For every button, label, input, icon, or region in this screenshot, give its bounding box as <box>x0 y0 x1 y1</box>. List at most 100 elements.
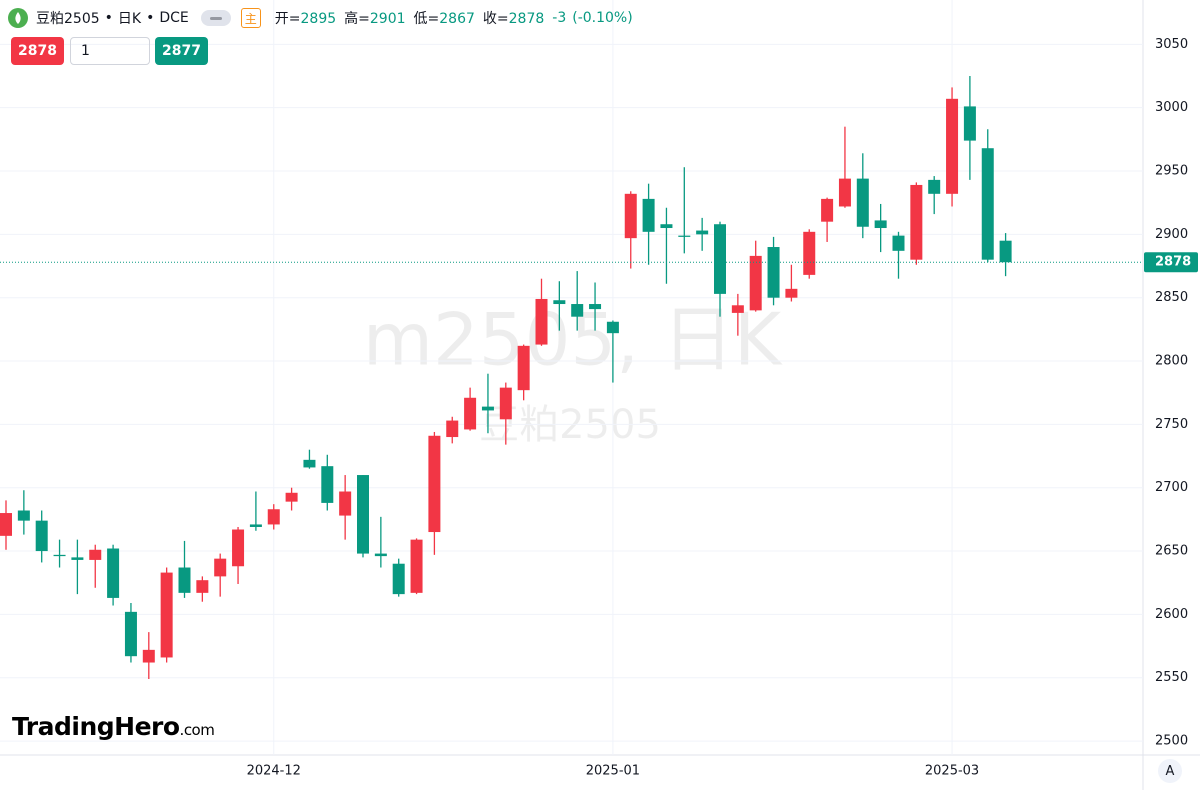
candle-body <box>35 520 48 552</box>
candle-body <box>589 304 602 310</box>
x-tick-label: 2024-12 <box>247 764 301 779</box>
ohlc-label: 收= <box>482 11 509 27</box>
candle-body <box>464 397 477 430</box>
symbol-icon <box>8 8 28 28</box>
candle-body <box>963 106 976 141</box>
candle-body <box>374 553 387 557</box>
candle-body <box>321 466 334 503</box>
ohlc-item: 开=2895 <box>275 8 336 28</box>
y-tick-label: 2550 <box>1155 670 1188 685</box>
candle-body <box>892 235 905 251</box>
candle-body <box>0 513 12 536</box>
candle-body <box>999 240 1012 263</box>
y-tick-label: 2850 <box>1155 290 1188 305</box>
x-tick-label: 2025-03 <box>925 764 979 779</box>
logo-suffix: .com <box>179 721 215 739</box>
legend-header: 豆粕2505 • 日K • DCE 主 开=2895 高=2901 低=2867 收=… <box>8 7 633 29</box>
change: -3 <box>552 10 567 26</box>
candle-body <box>392 563 405 595</box>
auto-scale-button[interactable]: A <box>1158 759 1182 783</box>
candle-body <box>624 193 637 239</box>
ohlc-item: 低=2867 <box>414 8 475 28</box>
last-price-label: 2878 <box>1155 255 1191 270</box>
quantity-input[interactable]: 1 <box>70 37 150 65</box>
toggle-button[interactable] <box>200 10 231 26</box>
candle-body <box>481 406 494 411</box>
y-tick-label: 3000 <box>1155 100 1188 115</box>
y-tick-label: 2650 <box>1155 544 1188 559</box>
candle-body <box>874 220 887 229</box>
candle-body <box>696 230 709 235</box>
ohlc-item: 高=2901 <box>344 8 405 28</box>
y-tick-label: 3050 <box>1155 37 1188 52</box>
x-tick-label: 2025-01 <box>586 764 640 779</box>
ohlc-label: 低= <box>413 11 440 27</box>
candle-body <box>53 554 66 557</box>
candle-body <box>910 184 923 260</box>
ohlc-label: 高= <box>344 11 370 27</box>
ohlc-label: 开= <box>274 11 301 27</box>
sell-button[interactable]: 2878 <box>11 37 64 65</box>
separator: • <box>104 10 113 26</box>
candle-body <box>642 198 655 232</box>
candle-body <box>357 475 369 554</box>
candle-body <box>517 345 530 391</box>
ohlc-value: 2895 <box>300 11 337 27</box>
y-tick-label: 2750 <box>1155 417 1188 432</box>
separator: • <box>146 10 155 26</box>
ohlc-values: 开=2895 高=2901 低=2867 收=2878 <box>275 8 545 28</box>
y-tick-label: 2600 <box>1155 607 1188 622</box>
ohlc-value: 2867 <box>439 11 475 27</box>
candle-body <box>339 491 352 516</box>
candle-body <box>553 300 566 305</box>
ohlc-value: 2901 <box>369 11 406 27</box>
candle-body <box>142 649 155 663</box>
candle-body <box>499 387 512 420</box>
change-percent: (-0.10%) <box>572 10 633 26</box>
candle-body <box>785 288 798 298</box>
candle-body <box>714 224 726 294</box>
exchange: DCE <box>159 10 189 26</box>
candle-body <box>178 567 191 593</box>
candle-body <box>731 305 744 313</box>
candle-body <box>285 492 298 502</box>
candle-body <box>821 198 834 222</box>
candle-body <box>678 235 691 237</box>
logo: TradingHero.com <box>12 712 215 741</box>
candle-body <box>17 510 30 521</box>
candle-body <box>267 509 280 525</box>
candle-body <box>928 179 941 194</box>
candle-body <box>303 459 316 468</box>
y-tick-label: 2500 <box>1155 734 1188 749</box>
candle-body <box>946 98 959 194</box>
candle-body <box>660 224 673 229</box>
candle-body <box>89 549 102 560</box>
candle-body <box>446 420 459 438</box>
candle-body <box>606 321 619 334</box>
candle-body <box>535 298 548 345</box>
candle-body <box>232 529 245 567</box>
candle-body <box>107 548 120 598</box>
logo-brand: TradingHero <box>12 712 180 741</box>
symbol: 豆粕2505 <box>36 11 100 27</box>
candle-body <box>571 304 584 317</box>
candle-body <box>856 178 869 227</box>
ohlc-item: 收=2878 <box>483 8 544 28</box>
candle-body <box>214 558 227 577</box>
y-tick-label: 2800 <box>1155 354 1188 369</box>
candle-body <box>428 435 441 533</box>
candle-body <box>410 539 423 593</box>
y-tick-label: 2950 <box>1155 164 1188 179</box>
candle-body <box>124 611 137 657</box>
period: 日K <box>117 11 142 27</box>
candle-body <box>749 255 762 311</box>
ohlc-value: 2878 <box>508 11 545 27</box>
candle-body <box>803 231 816 275</box>
candle-body <box>160 572 173 658</box>
mode-badge[interactable]: 主 <box>240 8 261 28</box>
candle-body <box>71 557 84 560</box>
y-tick-label: 2700 <box>1155 480 1188 495</box>
buy-button[interactable]: 2877 <box>155 37 208 65</box>
